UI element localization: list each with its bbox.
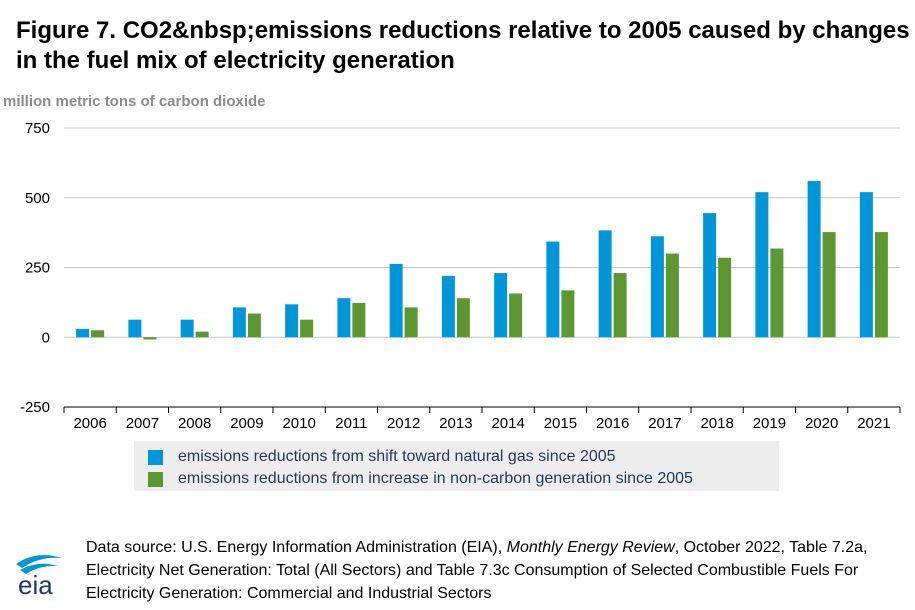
- y-tick-label: 0: [42, 329, 50, 346]
- x-axis: 2006 2007 2008 2009 2010 2011 2012 2013 2014 2015…: [63, 406, 901, 432]
- eia-logo-text: eia: [18, 570, 53, 600]
- bar-non-carbon: [143, 337, 157, 340]
- bar-non-carbon: [509, 293, 523, 338]
- bar-natural-gas: [859, 192, 873, 338]
- source-publication: Monthly Energy Review: [506, 539, 675, 556]
- chart-title-line-1: Figure 7. CO2&nbsp;emissions reductions …: [16, 17, 910, 44]
- legend-swatch-natural-gas: [148, 450, 163, 465]
- eia-logo-icon: eia: [16, 555, 62, 600]
- bar-non-carbon: [822, 232, 836, 338]
- x-tick-label: 2019: [753, 415, 786, 432]
- bar-non-carbon: [404, 307, 418, 338]
- bar-natural-gas: [546, 241, 560, 338]
- bar-non-carbon: [456, 298, 470, 338]
- bar-natural-gas: [232, 307, 246, 338]
- bar-non-carbon: [874, 232, 888, 338]
- x-tick-label: 2007: [126, 415, 159, 432]
- y-tick-label: 750: [25, 120, 50, 137]
- bar-non-carbon: [195, 331, 209, 338]
- x-tick-label: 2017: [648, 415, 681, 432]
- x-tick-label: 2012: [387, 415, 420, 432]
- bar-natural-gas: [494, 273, 508, 338]
- bar-natural-gas: [598, 230, 612, 338]
- y-axis-label: million metric tons of carbon dioxide: [3, 93, 266, 110]
- bar-non-carbon: [770, 248, 784, 338]
- x-tick-label: 2015: [544, 415, 577, 432]
- bar-natural-gas: [180, 319, 194, 338]
- bar-natural-gas: [650, 236, 664, 338]
- bar-natural-gas: [703, 213, 717, 338]
- chart-title: Figure 7. CO2&nbsp;emissions reductions …: [16, 16, 915, 76]
- x-tick-label: 2021: [857, 415, 890, 432]
- bar-non-carbon: [352, 302, 366, 338]
- bar-natural-gas: [337, 298, 351, 338]
- x-tick-label: 2009: [230, 415, 263, 432]
- chart-legend: emissions reductions from shift toward n…: [134, 441, 779, 491]
- x-tick-label: 2010: [282, 415, 315, 432]
- bar-natural-gas: [389, 263, 403, 338]
- x-tick-label: 2020: [805, 415, 838, 432]
- bar-non-carbon: [665, 253, 679, 338]
- bar-natural-gas: [285, 304, 299, 338]
- bar-non-carbon: [561, 290, 575, 338]
- y-tick-label: 250: [25, 260, 50, 277]
- legend-swatch-non-carbon: [148, 472, 163, 487]
- data-source-note: Data source: U.S. Energy Information Adm…: [86, 536, 906, 605]
- x-tick-label: 2011: [335, 415, 367, 432]
- bar-non-carbon: [300, 319, 314, 338]
- bar-non-carbon: [247, 313, 261, 338]
- legend-label-non-carbon: emissions reductions from increase in no…: [178, 470, 693, 487]
- bar-natural-gas: [807, 181, 821, 338]
- bars: [76, 181, 888, 340]
- y-tick-label: 500: [25, 190, 50, 207]
- bar-non-carbon: [718, 257, 732, 338]
- chart-title-line-2: in the fuel mix of electricity generatio…: [16, 47, 455, 74]
- source-suffix: , October 2022, Table 7.2a, Electricity …: [86, 539, 868, 602]
- bar-natural-gas: [441, 275, 455, 338]
- y-axis-ticks: -250 0 250 500 750: [20, 120, 50, 416]
- y-tick-label: -250: [20, 399, 50, 416]
- x-tick-label: 2018: [700, 415, 733, 432]
- legend-label-natural-gas: emissions reductions from shift toward n…: [178, 448, 616, 465]
- x-tick-label: 2006: [73, 415, 106, 432]
- bar-natural-gas: [128, 319, 142, 338]
- source-prefix: Data source: U.S. Energy Information Adm…: [86, 539, 507, 556]
- x-tick-label: 2014: [491, 415, 524, 432]
- x-tick-label: 2008: [178, 415, 211, 432]
- x-tick-label: 2016: [596, 415, 629, 432]
- bar-natural-gas: [76, 328, 90, 338]
- bar-non-carbon: [91, 330, 105, 338]
- bar-natural-gas: [755, 192, 769, 338]
- x-tick-label: 2013: [439, 415, 472, 432]
- bar-non-carbon: [613, 273, 627, 338]
